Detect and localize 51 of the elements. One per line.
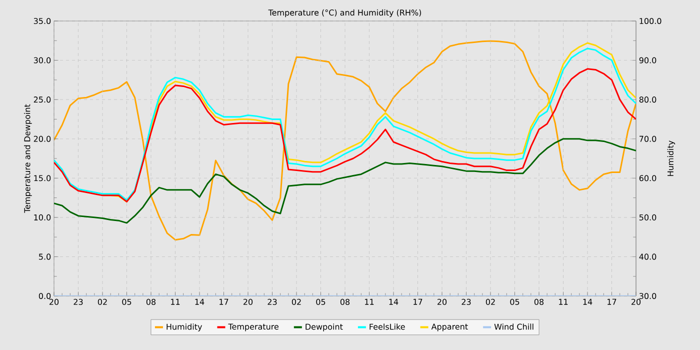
x-tick-label: 02 <box>486 298 495 305</box>
x-tick-label: 08 <box>534 298 544 305</box>
y2-tick-label: 50.0 <box>639 214 656 220</box>
y-tick-label: 5.0 <box>39 254 51 260</box>
x-tick-label: 20 <box>437 298 447 305</box>
x-tick-label: 02 <box>98 298 107 305</box>
x-tick-label: 11 <box>559 298 568 305</box>
line-series <box>54 40 636 241</box>
y-tick-label: 0.0 <box>38 292 51 300</box>
legend-label: Wind Chill <box>494 324 534 330</box>
x-tick-label: 14 <box>389 298 398 305</box>
y-axis-title: Temperature and Dewpoint <box>24 104 32 213</box>
x-tick-label: 17 <box>220 298 228 305</box>
y2-tick-label: 90.0 <box>639 57 656 64</box>
x-tick-label: 05 <box>510 298 520 305</box>
y-tick-label: 15.0 <box>34 175 51 182</box>
legend-label: Apparent <box>431 324 468 332</box>
x-tick-label: 20 <box>631 298 641 305</box>
y-tick-label: 25.0 <box>34 96 51 103</box>
legend-label: FeelsLike <box>370 324 405 330</box>
y-tick-label: 30.0 <box>34 57 51 64</box>
chart-title: Temperature (°C) and Humidity (RH%) <box>268 9 422 18</box>
x-tick-label: 14 <box>195 298 204 305</box>
x-tick-label: 20 <box>49 298 59 305</box>
y2-tick-label: 80.0 <box>639 96 656 103</box>
x-tick-label: 14 <box>583 298 592 305</box>
x-tick-label: 23 <box>268 298 277 305</box>
x-tick-label: 23 <box>74 298 83 305</box>
y-tick-label: 35.0 <box>34 18 51 24</box>
legend-label: Humidity <box>166 324 202 332</box>
x-tick-label: 02 <box>292 298 301 305</box>
y2-tick-label: 100.0 <box>640 18 662 24</box>
x-tick-label: 23 <box>462 298 471 305</box>
y-tick-label: 20.0 <box>34 136 51 142</box>
legend-label: Temperature <box>228 324 278 332</box>
x-tick-label: 20 <box>243 298 253 305</box>
y2-tick-label: 70.0 <box>640 136 656 142</box>
x-tick-label: 11 <box>171 298 180 305</box>
x-tick-label: 17 <box>608 298 616 305</box>
x-tick-label: 17 <box>414 298 422 305</box>
y2-tick-label: 40.0 <box>639 254 656 260</box>
x-tick-label: 08 <box>146 298 156 305</box>
x-tick-label: 05 <box>316 298 326 305</box>
y2-tick-label: 60.0 <box>639 175 656 182</box>
x-tick-label: 05 <box>122 298 132 305</box>
y-tick-label: 10.0 <box>34 214 51 220</box>
y2-tick-label: 30.0 <box>639 292 656 300</box>
legend-label: Dewpoint <box>306 324 343 332</box>
y2-axis-title: Humidity <box>667 140 676 176</box>
x-tick-label: 08 <box>340 298 350 305</box>
x-tick-label: 11 <box>365 298 374 305</box>
